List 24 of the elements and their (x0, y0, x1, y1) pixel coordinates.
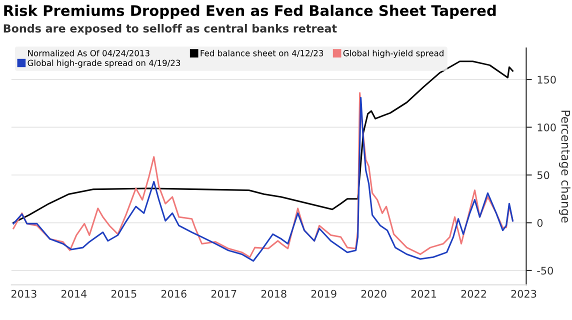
x-tick-label: 2015 (111, 290, 136, 298)
x-tick-label: 2018 (261, 290, 286, 298)
legend-label: Global high-grade spread on 4/19/23 (28, 60, 180, 68)
x-tick-label: 2022 (461, 290, 486, 298)
y-tick-label: 150 (538, 76, 556, 84)
x-tick-label: 2023 (511, 290, 536, 298)
x-tick-label: 2017 (211, 290, 236, 298)
legend-title: Normalized As Of 04/24/2013 (28, 50, 150, 57)
x-tick-label: 2013 (11, 290, 36, 298)
y-tick-label: 100 (538, 123, 556, 132)
y-axis-title: Percentage change (559, 110, 570, 223)
legend-label: Fed balance sheet on 4/12/23 (200, 50, 324, 57)
x-tick-label: 2021 (411, 290, 436, 298)
x-tick-label: 2019 (311, 290, 336, 298)
line-series (12, 60, 514, 224)
x-tick-label: 2020 (361, 290, 386, 298)
x-tick-label: 2016 (161, 290, 186, 298)
chart-title: Risk Premiums Dropped Even as Fed Balance Sheet Tapered (4, 4, 496, 19)
y-tick-label: -50 (537, 266, 553, 275)
y-tick-label: 0 (537, 218, 543, 227)
legend-label: Global high-yield spread (343, 50, 444, 58)
y-tick-label: 50 (537, 171, 550, 180)
x-tick-label: 2014 (61, 290, 87, 298)
chart-subtitle: Bonds are exposed to selloff as central banks retreat (4, 24, 337, 35)
